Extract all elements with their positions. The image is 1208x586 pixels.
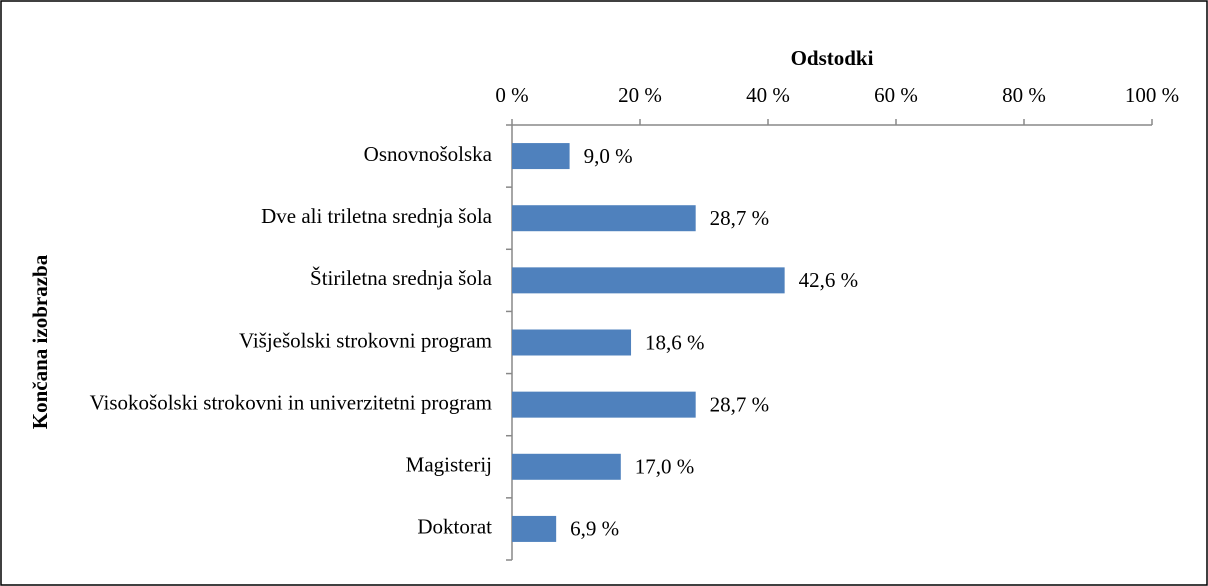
- bar: [512, 515, 557, 542]
- x-axis-title: Odstodki: [791, 46, 874, 70]
- value-label: 42,6 %: [799, 268, 859, 292]
- y-tick-label: Višješolski strokovni program: [239, 328, 492, 352]
- value-label: 28,7 %: [710, 206, 770, 230]
- y-tick-label: Štiriletna srednja šola: [310, 266, 493, 290]
- bar: [512, 453, 621, 480]
- y-tick-label: Magisterij: [406, 453, 492, 477]
- value-label: 28,7 %: [710, 392, 770, 416]
- y-axis-title: Končana izobrazba: [28, 254, 52, 429]
- bar: [512, 267, 785, 294]
- bar: [512, 391, 696, 418]
- x-tick-label: 100 %: [1125, 83, 1179, 107]
- y-tick-label: Doktorat: [417, 515, 492, 539]
- x-tick-label: 60 %: [874, 83, 918, 107]
- value-label: 6,9 %: [570, 517, 619, 541]
- y-tick-label: Visokošolski strokovni in univerzitetni …: [90, 390, 492, 414]
- x-tick-label: 0 %: [495, 83, 528, 107]
- value-label: 18,6 %: [645, 330, 705, 354]
- value-label: 9,0 %: [584, 144, 633, 168]
- bar: [512, 143, 570, 170]
- x-tick-label: 20 %: [618, 83, 662, 107]
- y-tick-label: Dve ali triletna srednja šola: [261, 204, 493, 228]
- bar: [512, 329, 632, 356]
- x-tick-label: 40 %: [746, 83, 790, 107]
- value-label: 17,0 %: [635, 455, 695, 479]
- x-tick-label: 80 %: [1002, 83, 1046, 107]
- bar: [512, 205, 696, 232]
- y-tick-label: Osnovnošolska: [364, 142, 493, 166]
